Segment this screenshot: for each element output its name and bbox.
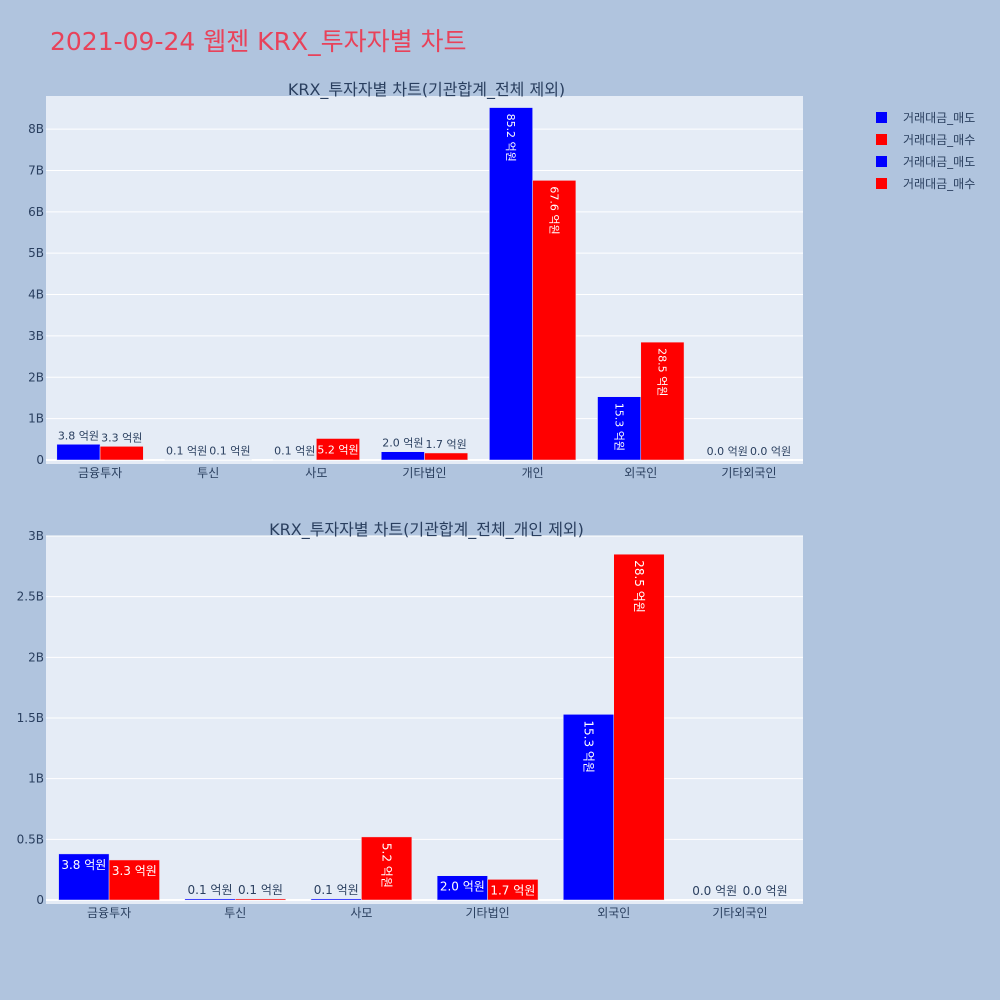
y-tick-label: 8B — [28, 122, 44, 136]
y-tick-label: 2.5B — [17, 590, 44, 604]
data-label: 0.1 억원 — [166, 445, 207, 458]
legend: 거래대금_매도 거래대금_매수 거래대금_매도 거래대금_매수 — [876, 106, 975, 194]
y-tick-label: 0 — [36, 453, 44, 467]
data-label: 0.0 억원 — [707, 445, 748, 458]
y-tick-label: 6B — [28, 205, 44, 219]
legend-label: 거래대금_매수 — [903, 176, 976, 191]
y-tick-label: 2B — [28, 370, 44, 384]
bar — [532, 180, 577, 461]
x-tick-label: 투신 — [224, 906, 246, 920]
page-title: 2021-09-24 웹젠 KRX_투자자별 차트 — [50, 27, 467, 56]
y-tick-label: 0 — [36, 893, 44, 907]
data-label: 5.2 억원 — [317, 443, 358, 456]
legend-item[interactable]: 거래대금_매도 — [876, 106, 975, 128]
x-tick-label: 사모 — [350, 906, 372, 920]
data-label: 28.5 억원 — [632, 560, 646, 613]
data-label: 2.0 억원 — [382, 437, 423, 450]
x-tick-label: 금융투자 — [87, 906, 131, 920]
bar — [487, 879, 539, 901]
bar — [184, 898, 236, 901]
x-tick-label: 금융투자 — [78, 466, 122, 480]
data-label: 3.3 억원 — [101, 431, 142, 444]
data-label: 28.5 억원 — [656, 348, 669, 396]
bar — [99, 446, 144, 461]
x-tick-label: 개인 — [522, 466, 544, 480]
bar — [563, 714, 614, 901]
bar — [640, 341, 685, 461]
y-tick-label: 3B — [28, 529, 44, 543]
y-tick-label: 4B — [28, 288, 44, 302]
data-label: 1.7 억원 — [426, 438, 467, 451]
data-label: 0.0 억원 — [750, 445, 791, 458]
data-label: 3.8 억원 — [58, 429, 99, 442]
data-label: 67.6 억원 — [547, 186, 560, 234]
plot-background — [46, 536, 803, 904]
bar — [108, 859, 160, 901]
bar — [316, 438, 360, 461]
y-tick-label: 7B — [28, 163, 44, 177]
chart-title: KRX_투자자별 차트(기관합계_전체_개인 제외) — [269, 520, 584, 540]
y-tick-label: 0.5B — [17, 832, 44, 846]
data-label: 15.3 억원 — [581, 720, 595, 773]
legend-item[interactable]: 거래대금_매도 — [876, 150, 975, 172]
bar — [436, 875, 488, 901]
bar — [597, 396, 642, 461]
legend-swatch-sell — [876, 111, 887, 123]
legend-label: 거래대금_매도 — [903, 154, 976, 169]
bar — [56, 444, 101, 461]
y-tick-label: 2B — [28, 650, 44, 664]
chart-title: KRX_투자자별 차트(기관합계_전체 제외) — [288, 80, 565, 100]
legend-label: 거래대금_매도 — [903, 110, 976, 125]
data-label: 1.7 억원 — [490, 883, 535, 897]
data-label: 85.2 억원 — [504, 114, 517, 162]
x-tick-label: 기타외국인 — [721, 466, 776, 480]
y-tick-label: 1B — [28, 772, 44, 786]
y-tick-label: 1B — [28, 412, 44, 426]
legend-item[interactable]: 거래대금_매수 — [876, 172, 975, 194]
y-tick-label: 3B — [28, 329, 44, 343]
x-tick-label: 기타법인 — [402, 466, 446, 480]
bar — [235, 898, 286, 901]
legend-label: 거래대금_매수 — [903, 132, 976, 147]
data-label: 0.0 억원 — [743, 884, 788, 898]
y-tick-label: 5B — [28, 246, 44, 260]
data-label: 3.8 억원 — [61, 858, 106, 872]
bar — [310, 898, 362, 901]
data-label: 0.0 억원 — [692, 884, 737, 898]
data-label: 0.1 억원 — [188, 883, 233, 897]
x-tick-label: 기타법인 — [465, 906, 509, 920]
data-label: 0.1 억원 — [209, 445, 250, 458]
legend-swatch-buy — [876, 133, 887, 145]
x-tick-label: 외국인 — [597, 906, 630, 920]
bar — [613, 553, 665, 901]
legend-swatch-buy — [876, 177, 887, 189]
x-tick-label: 사모 — [305, 466, 327, 480]
data-label: 2.0 억원 — [440, 880, 485, 894]
y-tick-label: 1.5B — [17, 711, 44, 725]
legend-item[interactable]: 거래대금_매수 — [876, 128, 975, 150]
data-label: 0.1 억원 — [238, 883, 283, 897]
data-label: 0.1 억원 — [314, 883, 359, 897]
x-tick-label: 투신 — [197, 466, 219, 480]
x-tick-label: 외국인 — [624, 466, 657, 480]
data-label: 3.3 억원 — [112, 864, 157, 878]
bar — [380, 451, 425, 461]
data-label: 5.2 억원 — [379, 843, 393, 888]
bar — [489, 107, 533, 461]
bar — [361, 836, 413, 901]
x-tick-label: 기타외국인 — [712, 906, 767, 920]
bar — [58, 853, 110, 901]
data-label: 0.1 억원 — [274, 445, 315, 458]
plot-background — [46, 96, 803, 464]
legend-swatch-sell — [876, 155, 887, 167]
data-label: 15.3 억원 — [612, 403, 625, 451]
bar — [424, 452, 469, 461]
